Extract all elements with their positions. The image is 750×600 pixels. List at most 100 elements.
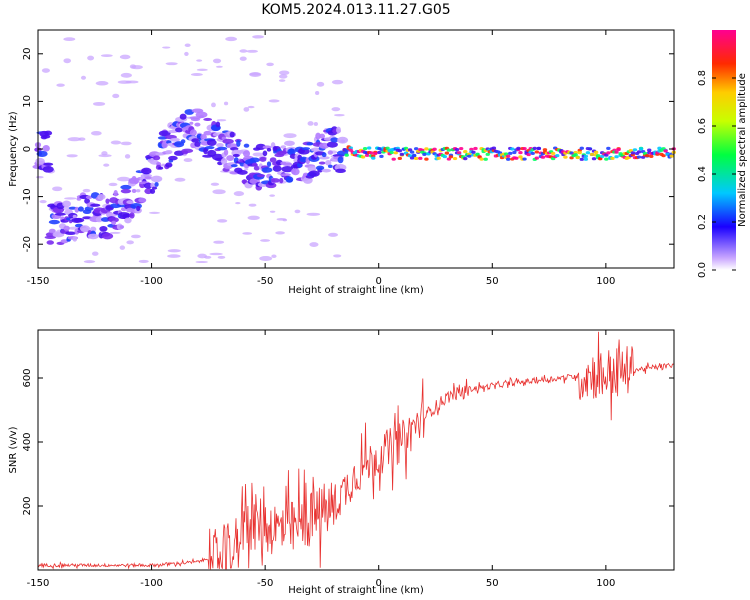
spectrogram-noise-blob [209,252,223,256]
spectrogram-noise-blob [125,80,139,84]
spectrogram-ridge-cell [251,162,258,167]
spectrogram-ridge-cell [105,198,110,204]
spectrogram-noise-blob [120,141,132,146]
spectrogram-ridge-cell [589,152,595,157]
spectrogram-y-label: Frequency (Hz) [8,111,19,187]
spectrogram-ridge-cell [321,152,327,158]
spectrogram-ridge-cell [131,188,137,193]
spectrogram-ridge-cell [377,150,382,155]
spectrogram-noise-blob [195,260,208,264]
spectrogram-ridge-cell [379,154,384,159]
snr-series-line [37,331,675,570]
spectrogram-noise-blob [269,210,276,213]
spectrogram-ridge-cell [530,151,535,156]
spectrogram-noise-blob [100,54,113,58]
spectrogram-ridge-cell [63,225,70,231]
snr-frame [37,329,675,571]
spectrogram-ridge-cell [583,157,589,161]
spectrogram-ridge-cell [65,231,77,236]
spectrogram-ridge-cell [510,147,515,151]
snr-y-ticks: 200 400 600 [22,368,674,516]
spectrogram-ridge-cell [113,189,118,197]
spectrogram-x-ticks: -150 -100 -50 0 50 100 [27,30,615,287]
spectrogram-ridge-cell [229,131,235,138]
spectrogram-ridge-cell [610,156,615,160]
colorbar-ticks: 0.0 0.2 0.4 0.6 0.8 [697,70,736,278]
spectrogram-noise-blob [233,191,245,197]
spectrogram-ridge-cell [485,152,490,156]
spectrogram-x-tick-label: 0 [376,276,382,287]
spectrogram-ridge-cell [279,177,284,184]
spectrogram-noise-blob [165,62,178,66]
spectrogram-noise-blob [90,130,102,136]
spectrogram-noise-blob [244,168,249,171]
spectrogram-ridge-cell [291,168,300,176]
spectrogram-ridge-cell [99,226,108,232]
spectrogram-noise-blob [252,35,264,39]
spectrogram-ridge-cell [452,156,458,161]
spectrogram-ridge-cell [315,132,321,140]
spectrogram-noise-blob [268,99,280,103]
spectrogram-noise-blob [223,101,229,106]
spectrogram-ridge-cell [649,154,654,158]
spectrogram-ridge-cell [337,156,344,164]
spectrogram-noise-blob [110,140,122,145]
spectrogram-ridge-cell [591,157,597,161]
spectrogram-ridge-cell [647,148,652,152]
spectrogram-y-tick-label: 10 [22,95,33,108]
spectrogram-ridge-cell [307,165,317,172]
spectrogram-noise-blob [315,90,320,95]
spectrogram-ridge-cell [190,117,201,122]
spectrogram-noise-blob [119,54,131,60]
spectrogram-ridge-cell [632,148,638,152]
snr-y-label: SNR (v/v) [8,426,19,473]
spectrogram-noise-blob [283,133,297,139]
spectrogram-ridge-cell [321,168,332,173]
spectrogram-ridge-cell [44,130,53,136]
spectrogram-ridge-cell [369,151,374,155]
spectrogram-noise-blob [216,219,228,223]
spectrogram-ridge-cell [203,147,209,155]
spectrogram-ridge-cell [573,153,578,157]
spectrogram-ridge-cell [212,132,219,137]
spectrogram-ridge-cell [236,149,244,154]
spectrogram-ridge-cell [448,155,454,159]
spectrogram-ridge-cell [508,151,513,155]
spectrogram-ridge-cell [44,235,56,239]
spectrogram-noise-blob [124,154,131,159]
spectrogram-ridge-cell [463,150,468,154]
spectrogram-ridge-cell [432,147,437,151]
colorbar: 0.0 0.2 0.4 0.6 0.8 Normalized spectral ampl… [697,30,748,278]
spectrogram-ridge-cell [479,157,484,161]
colorbar-tick-label: 0.8 [697,70,708,86]
spectrogram-ridge-cell [42,145,50,152]
spectrogram-ridge-cell [158,130,171,137]
spectrogram-ridge-cell [616,147,621,152]
spectrogram-ridge-cell [154,181,159,187]
spectrogram-noise-blob [101,151,108,156]
spectrogram-noise-blob [313,122,318,126]
spectrogram-y-tick-label: 0 [22,146,33,152]
snr-y-tick-label: 600 [22,368,33,387]
spectrogram-noise-blob [271,254,277,258]
spectrogram-noise-blob [294,209,301,214]
spectrogram-noise-blob [148,211,161,214]
spectrogram-ridge-cell [385,146,390,150]
spectrogram-ridge-cell [563,155,568,159]
spectrogram-ridge-cell [424,147,429,151]
spectrogram-noise-blob [184,43,191,47]
spectrogram-ridge-cell [413,156,419,161]
spectrogram-noise-blob [108,182,118,187]
spectrogram-ridge-cell [270,178,280,183]
spectrogram-noise-blob [82,188,91,193]
spectrogram-ridge-cell [522,147,527,151]
spectrogram-ridge-cell [120,188,132,194]
spectrogram-ridge-cell [85,195,93,200]
spectrogram-ridge-cell [593,150,599,154]
spectrogram-ridge-cell [194,122,201,127]
spectrogram-ridge-cell [72,214,77,219]
spectrogram-ridge-cell [516,146,521,150]
snr-x-tick-label: -100 [140,578,163,589]
spectrogram-ridge-cell [444,151,450,155]
